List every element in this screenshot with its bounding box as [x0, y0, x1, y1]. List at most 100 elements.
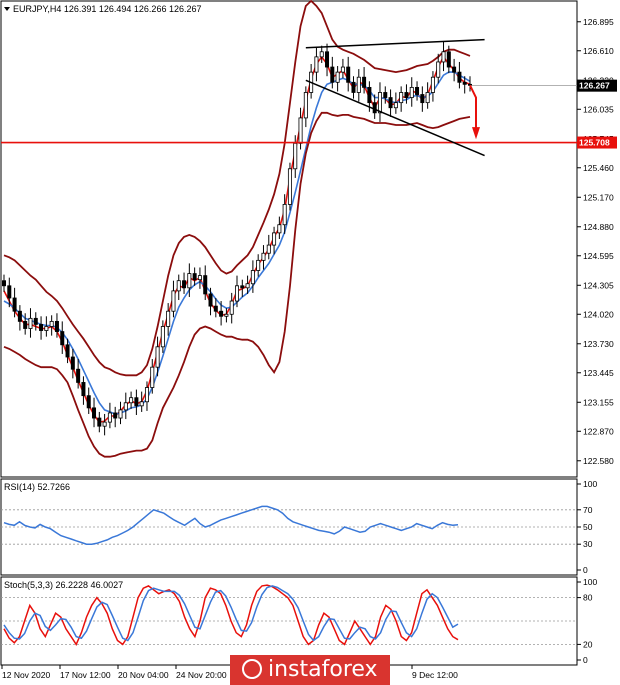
main-panel-frame	[0, 0, 578, 478]
y-tick-label: 0	[583, 655, 588, 665]
y-tick-label: 124.020	[583, 309, 614, 319]
y-tick-label: 126.035	[583, 104, 614, 114]
candle-body	[23, 320, 28, 329]
candle-body	[118, 409, 123, 419]
candle-body	[303, 92, 308, 119]
candle-body	[367, 86, 372, 104]
upper-trendline	[305, 38, 485, 49]
candle-body	[340, 66, 345, 73]
candle-body	[319, 51, 324, 58]
candle-body	[7, 285, 12, 299]
candle-body	[224, 313, 229, 317]
support-tag	[577, 136, 617, 149]
y-tick-label: 70	[583, 505, 593, 515]
candle-body	[2, 280, 7, 287]
candle-body	[383, 92, 388, 98]
candle-body	[113, 412, 118, 419]
candle-body	[372, 102, 377, 114]
x-tick-label: 20 Nov 04:00	[118, 670, 169, 680]
y-tick-label: 126.895	[583, 17, 614, 27]
candle-body	[12, 297, 17, 312]
instaforex-logo-icon	[242, 659, 262, 679]
candle-body	[325, 51, 330, 68]
candle-body	[160, 326, 165, 348]
y-tick-label: 80	[583, 593, 593, 603]
series-line-0	[3, 584, 459, 646]
candle-body	[28, 317, 33, 329]
band-line-3	[3, 111, 471, 458]
candle-body	[415, 86, 420, 95]
x-tick-label: 12 Nov 2020	[2, 670, 50, 680]
y-tick-label: 122.870	[583, 426, 614, 436]
support-tag-label: 125.708	[579, 138, 610, 148]
candle-body	[377, 92, 382, 114]
y-tick-label: 30	[583, 539, 593, 549]
candle-body	[171, 290, 176, 312]
candle-body	[139, 401, 144, 407]
candle-body	[393, 102, 398, 109]
candle-body	[272, 232, 277, 246]
candle-body	[314, 56, 319, 73]
candle-body	[298, 117, 303, 144]
candle-body	[409, 86, 414, 98]
candle-body	[150, 366, 155, 388]
candle-body	[256, 259, 261, 271]
candle-body	[76, 368, 81, 383]
candle-body	[134, 397, 139, 407]
candle-body	[166, 310, 171, 327]
candle-body	[155, 346, 160, 368]
candle-body	[129, 397, 134, 404]
candle-body	[49, 320, 54, 327]
chevron-down-icon[interactable]	[4, 7, 10, 11]
y-tick-label: 122.580	[583, 456, 614, 466]
y-tick-label: 0	[583, 565, 588, 575]
candle-body	[123, 402, 128, 411]
candle-body	[60, 331, 65, 346]
candle-body	[39, 324, 44, 331]
candle-body	[293, 142, 298, 170]
watermark-banner	[230, 655, 390, 685]
stoch-title: Stoch(5,3,3) 26.2228 46.0027	[4, 580, 123, 590]
x-tick-label: 17 Nov 12:00	[60, 670, 111, 680]
candle-body	[92, 407, 97, 419]
candle-body	[44, 326, 49, 331]
candle-body	[144, 387, 149, 403]
candle-body	[351, 81, 356, 93]
candle-body	[208, 293, 213, 307]
y-tick-label: 125.170	[583, 192, 614, 202]
candle-body	[203, 275, 208, 295]
candle-body	[356, 76, 361, 93]
stoch-plot: 100 80 20 0	[1, 577, 597, 665]
candle-body	[266, 244, 271, 254]
candle-body	[287, 168, 292, 205]
main-plot: 125.708 126.267	[1, 0, 617, 458]
candle-body	[330, 66, 335, 83]
candle-body	[86, 395, 91, 409]
candle-body	[54, 320, 59, 332]
candle-body	[250, 270, 255, 285]
y-tick-label: 124.595	[583, 251, 614, 261]
candle-body	[346, 66, 351, 83]
y-tick-label: 124.880	[583, 222, 614, 232]
candle-body	[335, 71, 340, 83]
candle-body	[446, 51, 451, 68]
y-tick-label: 50	[583, 522, 593, 532]
candle-body	[81, 382, 86, 397]
band-line-2	[3, 0, 471, 377]
y-tick-label: 20	[583, 639, 593, 649]
candle-body	[362, 76, 367, 88]
y-tick-label: 100	[583, 479, 597, 489]
series-line-1	[3, 585, 459, 642]
candle-body	[176, 280, 181, 292]
current-price-tag	[577, 79, 617, 92]
y-tick-label: 125.460	[583, 163, 614, 173]
y-tick-label: 126.610	[583, 46, 614, 56]
candle-body	[441, 51, 446, 63]
candle-body	[282, 203, 287, 226]
y-tick-label: 100	[583, 577, 597, 587]
main-title: EURJPY,H4 126.391 126.494 126.266 126.26…	[13, 4, 202, 14]
rsi-title: RSI(14) 52.7266	[4, 482, 70, 492]
candle-body	[261, 252, 266, 261]
series-line-0	[3, 505, 459, 545]
